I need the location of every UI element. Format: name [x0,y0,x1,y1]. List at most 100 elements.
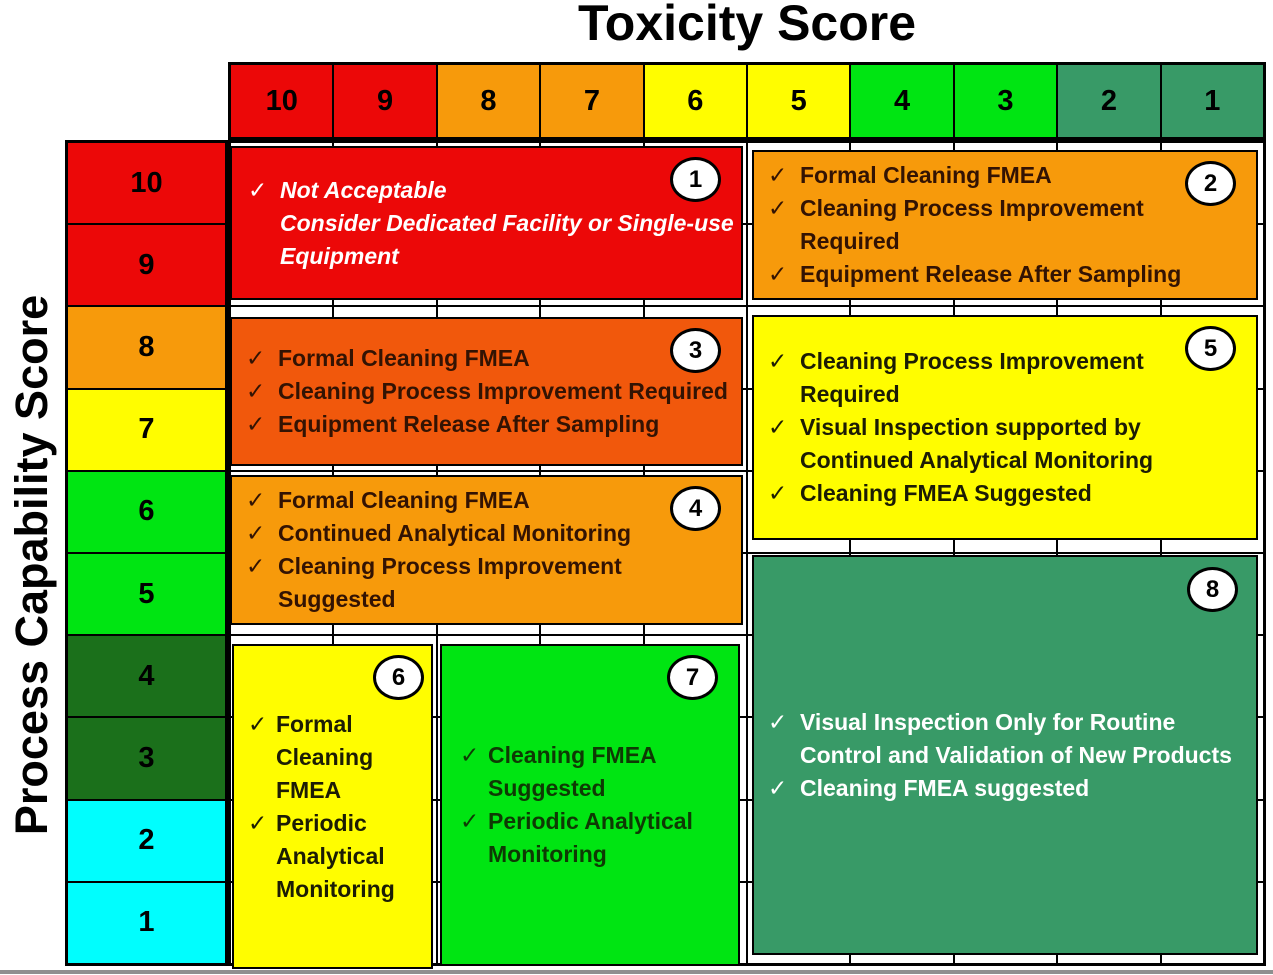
zone-8-visual-inspection-only: 8 ✓ Visual Inspection Only for Routine Con… [752,555,1258,955]
capability-row-7: 7 [68,389,225,470]
check-icon: ✓ [248,710,268,737]
check-icon: ✓ [768,774,788,801]
zone-bullet-item: ✓ Cleaning Process Improvement Required [766,192,1248,258]
y-axis-title: Process Capability Score [6,294,57,836]
zone-bullet-item: ✓ Not Acceptable [246,174,735,207]
zone-item-text: Equipment Release After Sampling [800,261,1182,287]
zone-2-formal-cleaning-fmea: 2 ✓ Formal Cleaning FMEA ✓ Cleaning Process … [752,150,1258,300]
toxicity-col-9: 9 [334,65,436,137]
check-icon: ✓ [246,411,266,437]
zone-bullet-item: ✓ Cleaning Process Improvement Required [766,345,1246,411]
toxicity-col-6: 6 [644,65,746,137]
zone-bullet-item: ✓ Formal Cleaning FMEA [244,342,731,375]
zone-bullet-item: ✓ Cleaning Process Improvement Required [244,375,731,408]
zone-bullet-item: ✓ Cleaning Process Improvement Suggested [244,550,731,616]
check-icon: ✓ [248,176,268,203]
zone-item-text: Formal Cleaning FMEA [276,710,374,803]
capability-row-6: 6 [68,471,225,552]
check-icon: ✓ [248,809,268,836]
check-icon: ✓ [768,195,788,221]
zone-item-text: Continued Analytical Monitoring [278,520,632,546]
check-icon: ✓ [768,480,788,506]
zone-bullet-item: ✓ Periodic Analytical Monitoring [458,805,734,871]
zone-number-badge-7: 7 [667,655,718,700]
zone-item-text: Cleaning Process Improvement Required [278,378,728,404]
zone-item-text: Cleaning Process Improvement Required [800,195,1144,254]
capability-row-5: 5 [68,553,225,635]
check-icon: ✓ [768,348,788,374]
capability-row-9: 9 [68,225,225,306]
zone-item-text: Not Acceptable [280,176,447,203]
zone-7-fmea-suggested: 7 ✓ Cleaning FMEA Suggested ✓ Periodic Analy… [440,644,740,966]
zone-item-text: Periodic Analytical Monitoring [488,808,693,867]
zone-bullet-item: ✓ Visual Inspection Only for Routine Cont… [766,706,1248,772]
zone-item-text: Visual Inspection Only for Routine Contr… [800,708,1232,768]
zone-bullet-item: ✓ Cleaning FMEA Suggested [458,739,734,805]
toxicity-col-7: 7 [541,65,643,137]
toxicity-col-4: 4 [851,65,953,137]
zone-item-text: Formal Cleaning FMEA [800,162,1052,188]
zone-bullet-item: ✓ Cleaning FMEA Suggested [766,477,1246,510]
toxicity-col-5: 5 [748,65,850,137]
capability-row-8: 8 [68,307,225,388]
zone-3-formal-cleaning-fmea: 3 ✓ Formal Cleaning FMEA ✓ Cleaning Process … [230,317,743,466]
check-icon: ✓ [246,345,266,371]
zone-6-periodic-monitoring: 6 ✓ Formal Cleaning FMEA ✓ Periodic Analytic… [232,644,433,969]
zone-item-text: Equipment Release After Sampling [278,411,660,437]
zone-number-badge-5: 5 [1185,326,1236,371]
check-icon: ✓ [768,708,788,735]
toxicity-score-headers: 10 9 8 7 6 5 4 3 2 1 [228,62,1266,140]
zone-1-not-acceptable: 1 ✓ Not Acceptable Consider Dedicated Facil… [230,146,743,300]
check-icon: ✓ [768,162,788,188]
check-icon: ✓ [460,808,480,834]
capability-row-10: 10 [68,143,225,224]
toxicity-col-2: 2 [1058,65,1160,137]
zone-item-text: Formal Cleaning FMEA [278,345,530,371]
zone-bullet-item: ✓ Periodic Analytical Monitoring [246,807,427,906]
zone-bullet-item: ✓ Equipment Release After Sampling [244,408,731,441]
check-icon: ✓ [768,414,788,440]
toxicity-col-3: 3 [954,65,1057,137]
zone-item-text: Consider Dedicated Facility or Single-us… [280,209,734,269]
zone-bullet-item: ✓ Visual Inspection supported by Continue… [766,411,1246,477]
zone-5-process-improvement: 5 ✓ Cleaning Process Improvement Required ✓… [752,315,1258,540]
zone-4-continued-monitoring: 4 ✓ Formal Cleaning FMEA ✓ Continued Analyti… [230,475,743,625]
check-icon: ✓ [246,378,266,404]
zone-item-text: Cleaning FMEA Suggested [488,742,656,801]
check-icon: ✓ [460,742,480,768]
zone-number-badge-2: 2 [1185,161,1236,206]
zone-bullet-item: ✓ Cleaning FMEA suggested [766,772,1248,805]
bottom-edge-line [0,970,1273,974]
check-icon: ✓ [246,487,266,513]
zone-bullet-item: ✓ Equipment Release After Sampling [766,258,1248,291]
zone-item-text: Cleaning Process Improvement Suggested [278,553,622,612]
check-icon: ✓ [246,520,266,546]
zone-item-text: Periodic Analytical Monitoring [276,809,395,902]
capability-row-2: 2 [68,800,225,881]
zone-item-text: Formal Cleaning FMEA [278,487,530,513]
zone-bullet-item: ✓ Formal Cleaning FMEA [766,159,1248,192]
zone-number-badge-8: 8 [1187,567,1238,612]
zone-bullet-item: ✓ Continued Analytical Monitoring [244,517,731,550]
zone-bullet-item: ✓ Formal Cleaning FMEA [246,708,427,807]
zone-number-badge-4: 4 [670,486,721,531]
zone-item-text: Cleaning FMEA Suggested [800,480,1092,506]
zone-number-badge-1: 1 [670,157,721,202]
toxicity-col-10: 10 [231,65,333,137]
zone-item-text: Cleaning FMEA suggested [800,774,1090,801]
zone-bullet-item: Consider Dedicated Facility or Single-us… [246,207,735,273]
zone-item-text: Cleaning Process Improvement Required [800,348,1144,407]
capability-row-4: 4 [68,636,225,717]
toxicity-col-1: 1 [1161,65,1263,137]
zone-bullet-item: ✓ Formal Cleaning FMEA [244,484,731,517]
check-icon: ✓ [246,553,266,579]
x-axis-title: Toxicity Score [577,0,917,51]
toxicity-col-8: 8 [437,65,540,137]
capability-row-3: 3 [68,718,225,799]
zone-number-badge-6: 6 [373,655,424,700]
zone-item-text: Visual Inspection supported by Continued… [800,414,1154,473]
capability-score-headers: 10 9 8 7 6 5 4 3 2 1 [65,140,228,966]
zone-number-badge-3: 3 [670,328,721,373]
capability-row-1: 1 [68,882,225,963]
